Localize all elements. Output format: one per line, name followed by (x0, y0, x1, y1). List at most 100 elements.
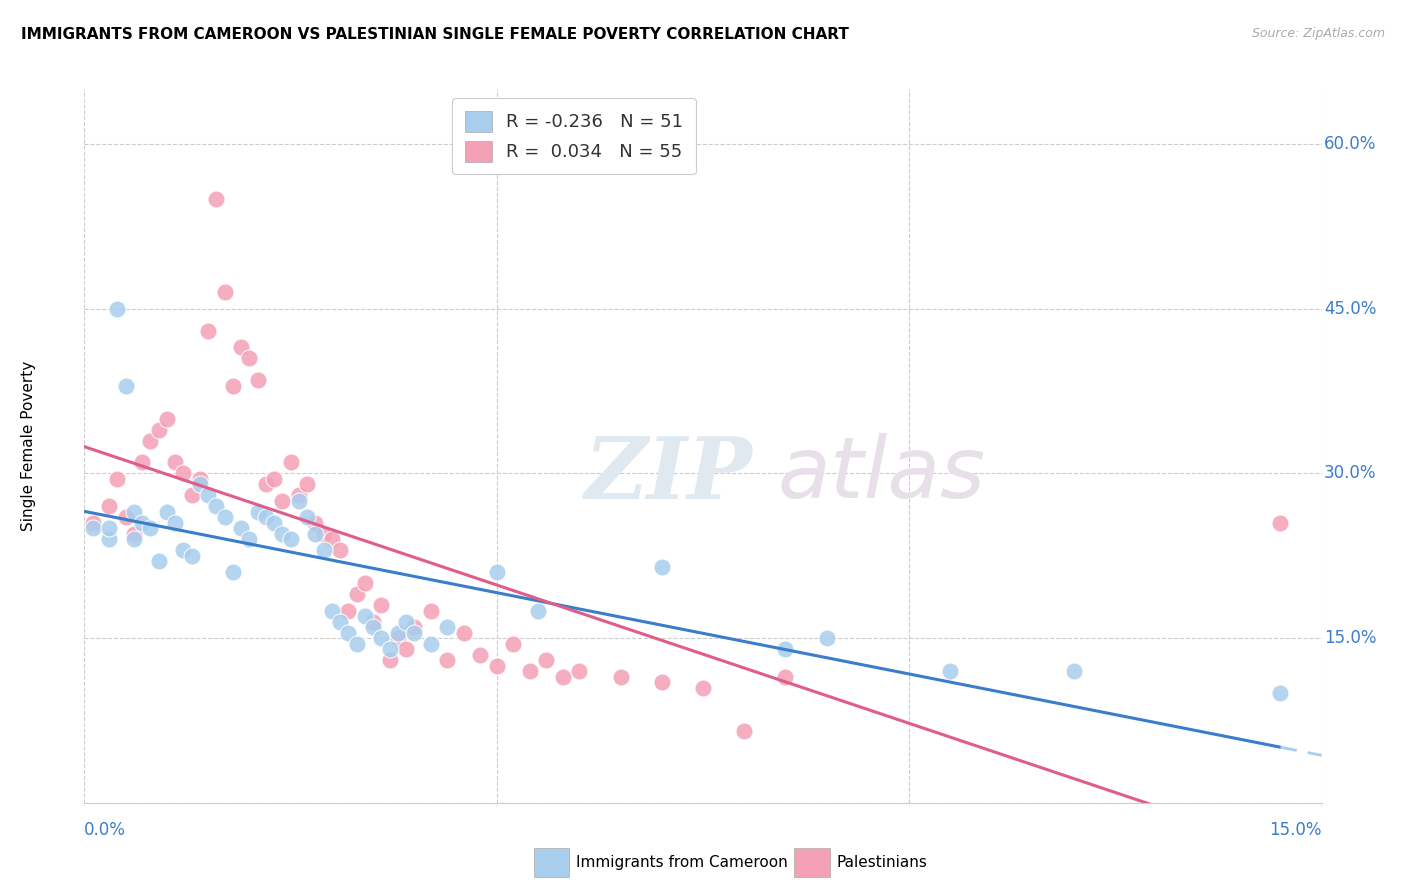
Point (395, 642, 418, 657)
Point (214, 285, 236, 300)
Text: 15.0%: 15.0% (1270, 821, 1322, 838)
Point (280, 455, 302, 469)
Point (156, 411, 179, 425)
Point (254, 477, 277, 491)
Point (172, 543, 194, 558)
Point (114, 378, 136, 392)
Point (105, 301, 128, 316)
Point (280, 533, 302, 547)
Point (222, 566, 245, 580)
Point (172, 467, 194, 481)
Legend: R = -0.236   N = 51, R =  0.034   N = 55: R = -0.236 N = 51, R = 0.034 N = 55 (453, 98, 696, 174)
Point (246, 373, 269, 387)
Point (733, 724, 755, 739)
Point (246, 505, 269, 519)
Point (436, 653, 458, 667)
Point (165, 455, 187, 469)
Point (321, 604, 343, 618)
Text: Single Female Poverty: Single Female Poverty (21, 361, 37, 531)
Point (470, 648, 492, 662)
Point (485, 658, 508, 673)
Text: Source: ZipAtlas.com: Source: ZipAtlas.com (1251, 27, 1385, 40)
Point (131, 516, 153, 530)
Point (353, 576, 375, 591)
Point (419, 637, 441, 651)
Text: 60.0%: 60.0% (1324, 135, 1376, 153)
Point (105, 472, 128, 486)
Point (122, 505, 145, 519)
Point (346, 637, 368, 651)
Point (692, 681, 714, 695)
Point (536, 653, 558, 667)
Text: 45.0%: 45.0% (1324, 300, 1376, 318)
Point (395, 615, 418, 629)
Point (263, 472, 285, 486)
Point (188, 472, 211, 486)
Point (321, 533, 343, 547)
Point (197, 488, 219, 502)
Point (295, 477, 318, 491)
Point (436, 620, 458, 634)
Point (148, 554, 170, 568)
Point (551, 669, 574, 683)
Point (214, 510, 236, 524)
Text: 30.0%: 30.0% (1324, 465, 1376, 483)
Point (295, 510, 318, 524)
Point (139, 521, 162, 535)
Point (312, 543, 335, 558)
Point (346, 587, 368, 601)
Point (378, 642, 401, 657)
Point (148, 423, 170, 437)
Point (370, 598, 392, 612)
Point (775, 642, 797, 657)
Point (312, 526, 335, 541)
Text: 0.0%: 0.0% (84, 821, 127, 838)
Point (238, 351, 260, 366)
Text: atlas: atlas (778, 433, 986, 516)
Point (1270, 686, 1292, 700)
Point (98, 521, 121, 535)
Point (419, 604, 441, 618)
Point (337, 625, 360, 640)
Point (205, 500, 228, 514)
Point (122, 533, 145, 547)
Point (82, 521, 104, 535)
Point (122, 526, 145, 541)
Point (651, 559, 673, 574)
Point (1063, 664, 1085, 678)
Point (304, 516, 326, 530)
Point (238, 533, 260, 547)
Point (205, 192, 228, 206)
Point (568, 664, 591, 678)
Point (775, 669, 797, 683)
Point (370, 631, 392, 645)
Point (156, 505, 179, 519)
Point (229, 521, 252, 535)
Point (527, 604, 550, 618)
Point (337, 604, 360, 618)
Point (288, 488, 311, 502)
Point (288, 494, 311, 508)
Point (180, 488, 202, 502)
Point (329, 615, 352, 629)
Point (139, 434, 162, 448)
Point (387, 631, 409, 645)
Text: Palestinians: Palestinians (837, 855, 928, 870)
Point (254, 510, 277, 524)
Point (304, 526, 326, 541)
Point (815, 631, 838, 645)
Point (1270, 516, 1292, 530)
Point (329, 543, 352, 558)
Point (453, 625, 475, 640)
Point (404, 620, 426, 634)
Point (165, 516, 187, 530)
Point (114, 510, 136, 524)
Point (98, 533, 121, 547)
Point (361, 620, 384, 634)
Point (353, 609, 375, 624)
Point (485, 566, 508, 580)
Point (404, 625, 426, 640)
Point (609, 669, 631, 683)
Point (98, 500, 121, 514)
Point (229, 340, 252, 354)
